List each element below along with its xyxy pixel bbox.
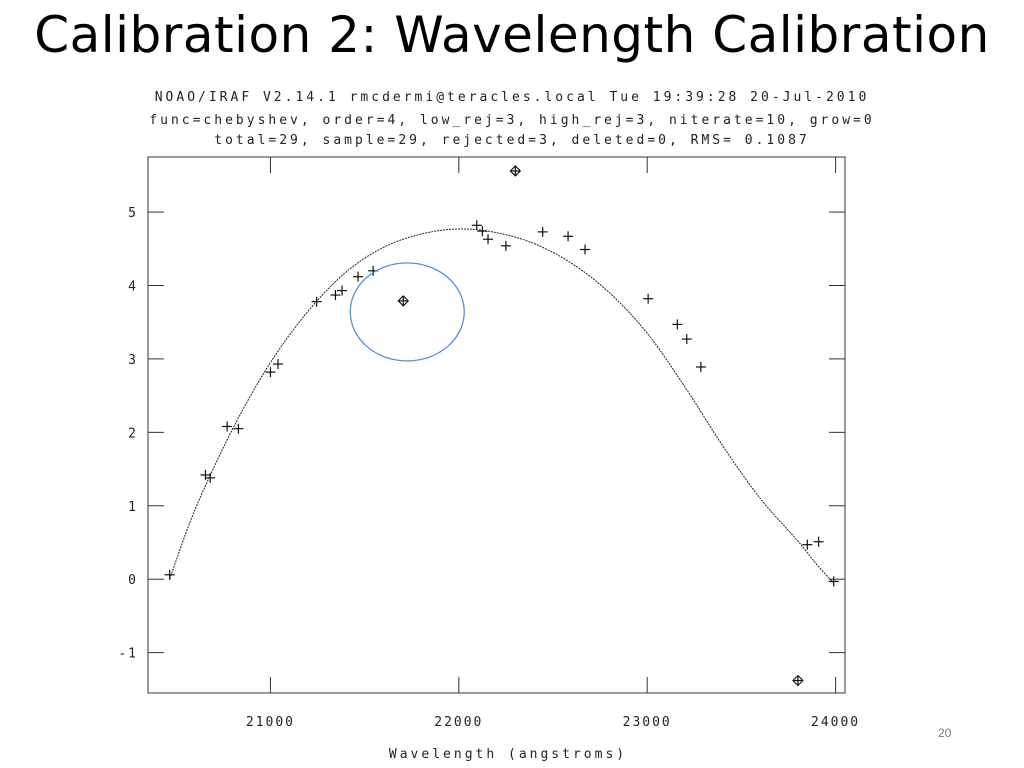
y-tick-label: 4 bbox=[128, 279, 138, 294]
data-point bbox=[828, 576, 839, 587]
y-tick-label: -1 bbox=[118, 647, 138, 662]
data-point bbox=[483, 234, 494, 245]
data-point bbox=[265, 367, 276, 378]
rejected-point-diamond bbox=[397, 295, 410, 307]
y-tick-label: 5 bbox=[128, 206, 138, 221]
y-tick-label: 2 bbox=[128, 426, 138, 441]
x-axis-label: Wavelength (angstroms) bbox=[389, 747, 627, 762]
x-tick-label: 22000 bbox=[434, 715, 483, 730]
rejected-point-diamond bbox=[509, 165, 522, 177]
page-number: 20 bbox=[938, 726, 952, 740]
slide-title: Calibration 2: Wavelength Calibration bbox=[34, 6, 990, 64]
data-point bbox=[272, 359, 283, 370]
x-tick-label: 21000 bbox=[246, 715, 295, 730]
data-points bbox=[164, 165, 839, 687]
data-point bbox=[330, 290, 341, 301]
y-tick-label: 3 bbox=[128, 353, 138, 368]
fit-curve-group bbox=[169, 228, 835, 584]
data-point bbox=[164, 569, 175, 580]
plot-frame bbox=[147, 156, 846, 694]
data-point bbox=[222, 421, 233, 432]
data-point bbox=[337, 285, 348, 296]
data-point bbox=[205, 472, 216, 483]
data-point bbox=[695, 361, 706, 372]
x-tick-label: 24000 bbox=[811, 715, 860, 730]
data-point bbox=[672, 319, 683, 330]
plot-header-line-2: func=chebyshev, order=4, low_rej=3, high… bbox=[149, 113, 875, 128]
rejected-point bbox=[792, 674, 804, 687]
data-point bbox=[311, 296, 322, 307]
rejected-point bbox=[509, 165, 522, 177]
data-point bbox=[580, 244, 591, 255]
rejected-point-diamond bbox=[792, 674, 804, 687]
data-point bbox=[353, 271, 364, 282]
plot-header-line-3: total=29, sample=29, rejected=3, deleted… bbox=[214, 133, 810, 148]
data-point bbox=[643, 293, 654, 304]
data-point bbox=[813, 536, 824, 547]
data-point bbox=[233, 423, 244, 434]
highlight-circle bbox=[349, 262, 465, 362]
data-point bbox=[537, 226, 548, 237]
y-tick-label: 1 bbox=[128, 500, 138, 515]
axis-ticks: 21000 22000 23000 24000 -1 0 1 2 3 4 5 bbox=[118, 157, 860, 730]
plot-header-line-1: NOAO/IRAF V2.14.1 rmcdermi@teracles.loca… bbox=[154, 90, 870, 105]
x-tick-label: 23000 bbox=[623, 715, 672, 730]
data-point bbox=[681, 334, 692, 345]
y-tick-label: 0 bbox=[128, 573, 138, 588]
data-point bbox=[477, 226, 488, 237]
data-point bbox=[471, 220, 482, 231]
data-point bbox=[563, 231, 574, 242]
rejected-point bbox=[397, 295, 410, 307]
highlight-group bbox=[349, 262, 465, 362]
data-point bbox=[500, 240, 511, 251]
data-point bbox=[802, 539, 813, 550]
fit-curve bbox=[169, 228, 835, 584]
